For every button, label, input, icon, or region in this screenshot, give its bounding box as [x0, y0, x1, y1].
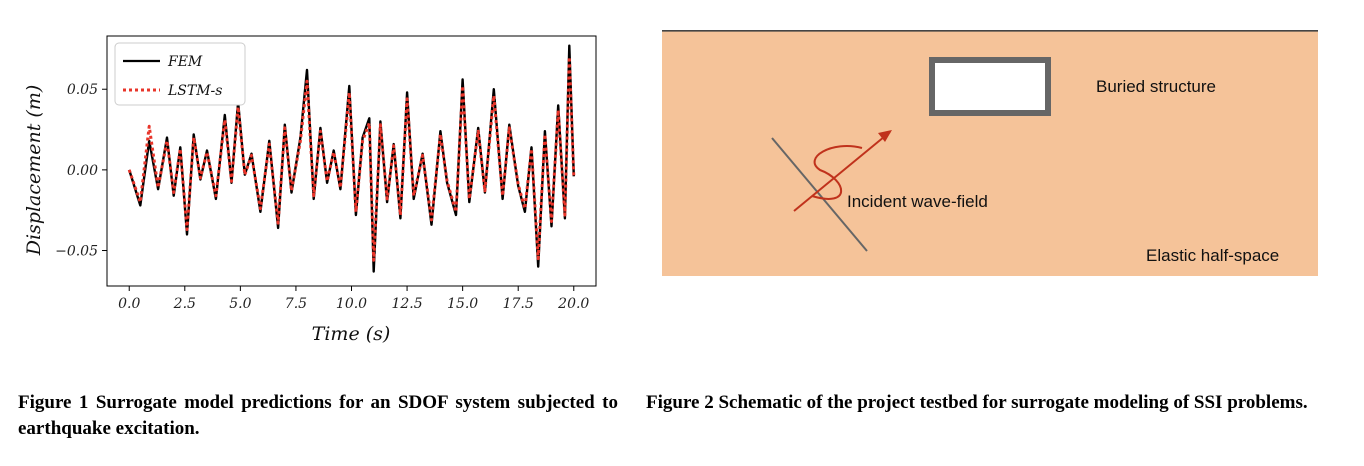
x-tick-label: 20.0	[557, 296, 589, 312]
x-tick-label: 2.5	[173, 296, 196, 312]
series-line-lstm-s	[127, 55, 576, 262]
x-axis-label: Time (s)	[312, 323, 391, 345]
x-tick-label: 15.0	[447, 296, 478, 312]
ssi-schematic: Buried structure Incident wave-field Ela…	[662, 30, 1318, 276]
figure1-caption: Figure 1 Surrogate model predictions for…	[18, 392, 618, 439]
legend-label-fem: FEM	[167, 54, 203, 70]
displacement-chart: 0.05 0.00 −0.05 0.0 2.5 5.0 7.5 10.0 12.5 15.0 17…	[23, 35, 597, 345]
y-tick-label: −0.05	[55, 244, 98, 260]
incident-wave-path	[793, 131, 891, 212]
y-tick-label: 0.00	[67, 163, 98, 179]
x-tick-label: 5.0	[229, 296, 251, 312]
series-layer	[127, 44, 576, 273]
figure2-caption: Figure 2 Schematic of the project testbe…	[646, 392, 1308, 413]
buried-structure-box	[929, 57, 1051, 116]
y-axis-label: Displacement (m)	[23, 85, 45, 257]
legend: FEM LSTM-s	[114, 42, 246, 106]
legend-label-lstm: LSTM-s	[167, 83, 222, 99]
arrowhead-icon	[878, 130, 892, 142]
y-axis-ticks: 0.05 0.00 −0.05	[55, 82, 107, 260]
x-tick-label: 10.0	[336, 296, 367, 312]
elastic-half-space-label: Elastic half-space	[1146, 246, 1279, 265]
buried-structure-label: Buried structure	[1096, 77, 1216, 96]
plot-frame	[106, 35, 597, 287]
wave-oscillation	[811, 145, 863, 200]
x-tick-label: 7.5	[285, 296, 307, 312]
x-tick-label: 12.5	[391, 296, 422, 312]
y-tick-label: 0.05	[67, 82, 98, 98]
incident-wave-label: Incident wave-field	[847, 192, 988, 211]
wavefront-line	[771, 137, 868, 252]
x-tick-label: 17.5	[503, 296, 534, 312]
x-tick-label: 0.0	[118, 296, 140, 312]
x-axis-ticks: 0.0 2.5 5.0 7.5 10.0 12.5 15.0 17.5 20.0	[118, 286, 589, 312]
